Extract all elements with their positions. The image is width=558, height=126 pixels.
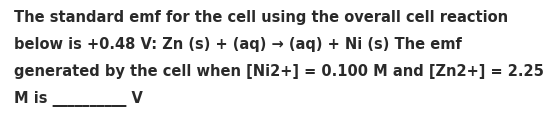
Text: below is +0.48 V: Zn (s) + (aq) → (aq) + Ni (s) The emf: below is +0.48 V: Zn (s) + (aq) → (aq) +… [14, 37, 462, 52]
Text: generated by the cell when [Ni2+] = 0.100 M and [Zn2+] = 2.25: generated by the cell when [Ni2+] = 0.10… [14, 64, 544, 79]
Text: The standard emf for the cell using the overall cell reaction: The standard emf for the cell using the … [14, 10, 508, 25]
Text: M is __________ V: M is __________ V [14, 91, 143, 107]
